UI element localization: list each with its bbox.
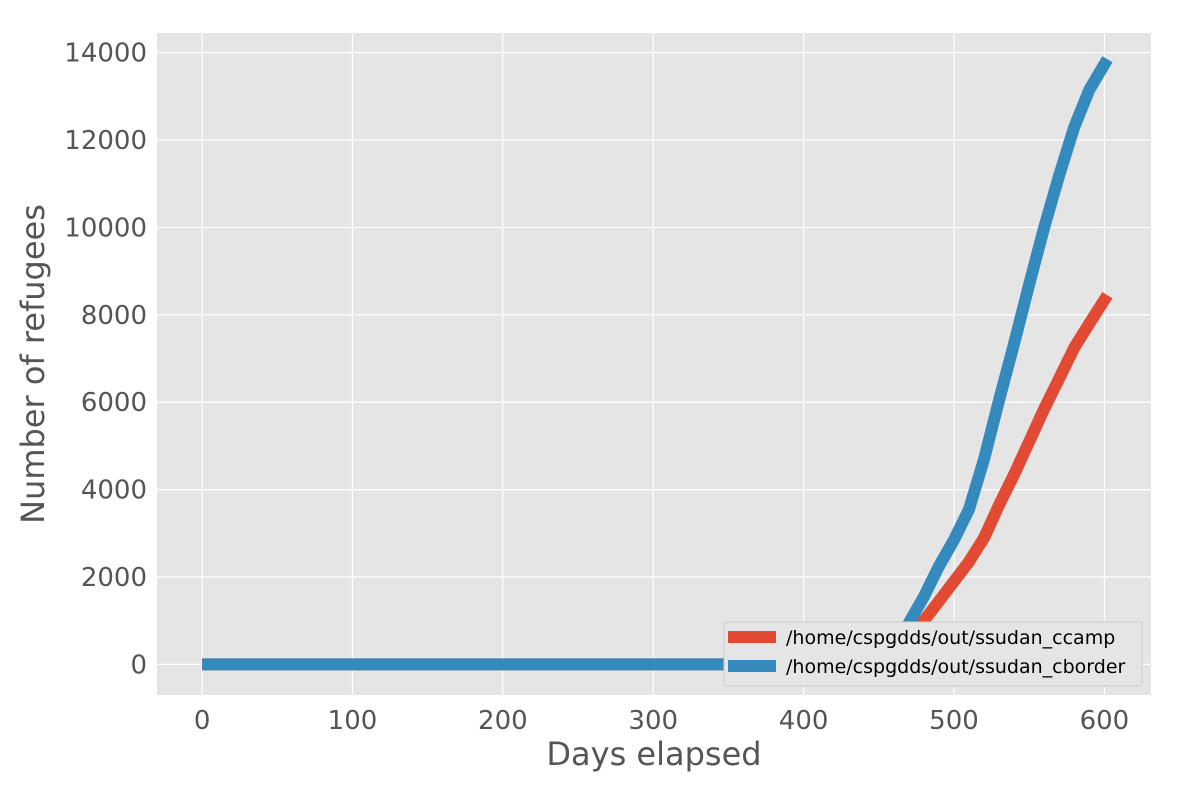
y-axis-label: Number of refugees bbox=[14, 204, 52, 524]
y-tick-label: 14000 bbox=[64, 39, 147, 69]
plot-area bbox=[157, 33, 1151, 695]
y-tick-label: 8000 bbox=[81, 301, 147, 331]
x-axis-label: Days elapsed bbox=[546, 735, 761, 773]
legend-box bbox=[723, 621, 1143, 687]
y-tick-label: 6000 bbox=[81, 388, 147, 418]
y-tick-label: 0 bbox=[130, 650, 147, 680]
x-tick-label: 200 bbox=[478, 706, 528, 736]
x-tick-label: 400 bbox=[779, 706, 829, 736]
x-tick-label: 0 bbox=[194, 706, 211, 736]
legend-entry-ccamp: /home/cspgdds/out/ssudan_ccamp bbox=[786, 627, 1115, 649]
tick-labels: 0 100 200 300 400 500 600020004000600080001000… bbox=[64, 39, 1129, 736]
legend-entry-cborder: /home/cspgdds/out/ssudan_cborder bbox=[786, 656, 1126, 678]
y-tick-label: 4000 bbox=[81, 476, 147, 506]
x-tick-label: 600 bbox=[1080, 706, 1130, 736]
x-tick-label: 500 bbox=[929, 706, 979, 736]
y-tick-label: 2000 bbox=[81, 563, 147, 593]
grid-lines bbox=[157, 33, 1151, 695]
x-tick-label: 100 bbox=[328, 706, 378, 736]
x-tick-label: 300 bbox=[628, 706, 678, 736]
y-tick-label: 12000 bbox=[64, 126, 147, 156]
y-tick-label: 10000 bbox=[64, 213, 147, 243]
legend: /home/cspgdds/out/ssudan_ccamp /home/csp… bbox=[723, 621, 1143, 687]
